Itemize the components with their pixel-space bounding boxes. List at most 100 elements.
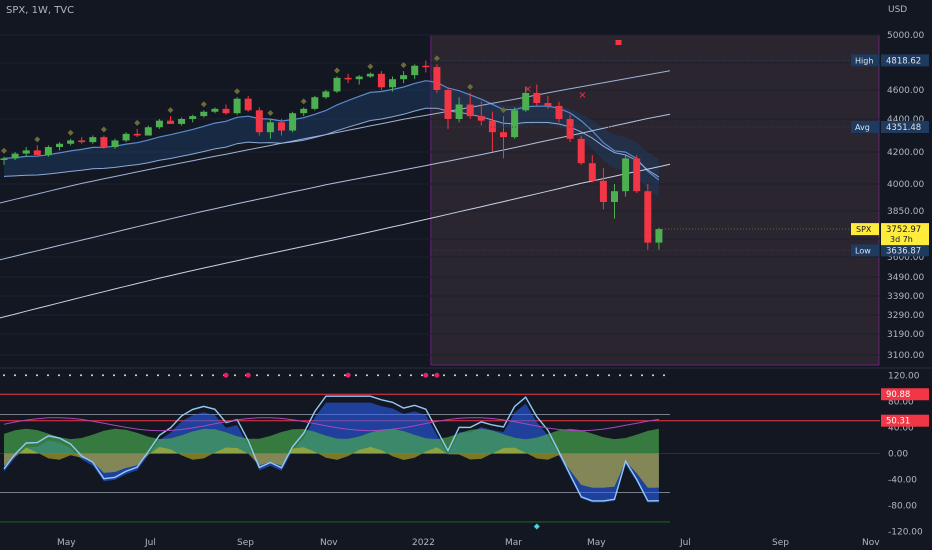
osc-dot — [135, 374, 137, 377]
signal-diamond-marker — [67, 129, 74, 136]
osc-dot — [322, 374, 324, 377]
low-label: Low — [855, 246, 871, 255]
candle-body — [300, 108, 308, 114]
candle-body — [311, 97, 319, 109]
osc-dot — [498, 374, 500, 377]
price-tick-label: 3390.00 — [887, 292, 924, 302]
osc-dot — [124, 374, 126, 377]
time-axis-label: 2022 — [412, 538, 435, 548]
osc-dot — [410, 374, 412, 377]
osc-dot — [663, 374, 665, 377]
avg-label: Avg — [855, 123, 870, 132]
osc-dot — [146, 374, 148, 377]
candle-body — [633, 158, 641, 192]
osc-dot — [47, 374, 49, 377]
ema-mid-line — [3, 107, 660, 178]
osc-yellow-area — [4, 447, 659, 488]
osc-dot — [454, 374, 456, 377]
osc-dot — [344, 374, 346, 377]
osc-dot — [201, 374, 203, 377]
sell-cross-marker: × — [524, 84, 532, 95]
candle-body — [56, 143, 63, 148]
candle-body — [544, 103, 552, 106]
high-value-bg — [881, 54, 929, 67]
osc-dot — [278, 374, 280, 377]
osc-tick-label: -120.00 — [888, 528, 923, 538]
candle-body — [455, 104, 463, 119]
low-value: 3636.87 — [886, 246, 921, 256]
signal-diamond-marker — [300, 98, 307, 105]
candle-body — [644, 191, 652, 243]
candle-body — [155, 120, 163, 128]
osc-dot — [542, 374, 544, 377]
osc-dot — [168, 374, 170, 377]
osc-tick-label: 0.00 — [888, 450, 908, 460]
candle-body — [89, 137, 97, 143]
osc-dot — [553, 374, 555, 377]
signal-diamond-marker — [200, 101, 207, 108]
signal-diamond-marker — [234, 88, 241, 95]
osc-dot — [157, 374, 159, 377]
sma-100-line — [0, 113, 671, 261]
candle-body — [422, 65, 430, 68]
avg-label-bg — [851, 121, 879, 134]
osc-dot — [597, 374, 599, 377]
osc-dot — [58, 374, 60, 377]
price-tick-label: 3600.00 — [887, 253, 924, 263]
ema-ribbon — [4, 80, 659, 198]
candle-body — [244, 98, 252, 111]
time-axis-label: Mar — [505, 538, 522, 548]
osc-dot — [641, 374, 643, 377]
osc-dot — [652, 374, 654, 377]
osc-dot — [465, 374, 467, 377]
candles — [0, 55, 663, 250]
candle-body — [78, 140, 86, 143]
time-axis-label: May — [587, 538, 606, 548]
signal-diamond-marker — [267, 110, 274, 116]
candle-body — [488, 120, 496, 133]
price-tick-label: 4200.00 — [887, 148, 924, 158]
osc-dot — [256, 374, 258, 377]
osc-dot — [14, 374, 16, 377]
osc-tick-label: -40.00 — [888, 476, 917, 486]
time-axis-label: Sep — [772, 538, 789, 548]
candle-body — [577, 138, 585, 164]
candle-body — [33, 150, 41, 156]
osc-dot — [421, 374, 423, 377]
time-axis-label: Jul — [144, 538, 156, 548]
price-tick-label: 3290.00 — [887, 311, 924, 321]
price-tick-label: 3490.00 — [887, 273, 924, 283]
osc-dot — [432, 374, 434, 377]
osc-signal-line — [3, 417, 659, 432]
osc-dot — [267, 374, 269, 377]
candle-body — [444, 90, 452, 119]
candle-body — [599, 180, 607, 202]
candle-body — [389, 79, 396, 88]
osc-dot — [443, 374, 445, 377]
last-symbol-tag: SPX — [856, 225, 872, 234]
osc-dot — [234, 374, 236, 377]
avg-value-bg — [881, 121, 929, 134]
osc-dot — [113, 374, 115, 377]
candle-body — [555, 105, 563, 119]
price-tick-label: 4600.00 — [887, 86, 924, 96]
osc-dot — [190, 374, 192, 377]
candle-body — [333, 77, 341, 92]
candle-body — [611, 191, 618, 202]
time-axis-label: Sep — [237, 538, 254, 548]
osc-upper-value-bg — [881, 388, 929, 401]
osc-bottom-diamond-marker — [533, 523, 540, 530]
osc-dot — [212, 374, 214, 377]
osc-dot — [619, 374, 621, 377]
osc-top-marker — [223, 372, 229, 378]
osc-top-marker — [434, 372, 440, 378]
time-axis-label: Nov — [320, 538, 338, 548]
candle-body — [133, 133, 141, 136]
osc-dot — [586, 374, 588, 377]
candle-body — [222, 108, 230, 114]
candle-body — [522, 92, 530, 111]
price-tick-label: 4400.00 — [887, 115, 924, 125]
osc-top-marker — [345, 372, 351, 378]
candle-body — [377, 73, 385, 88]
